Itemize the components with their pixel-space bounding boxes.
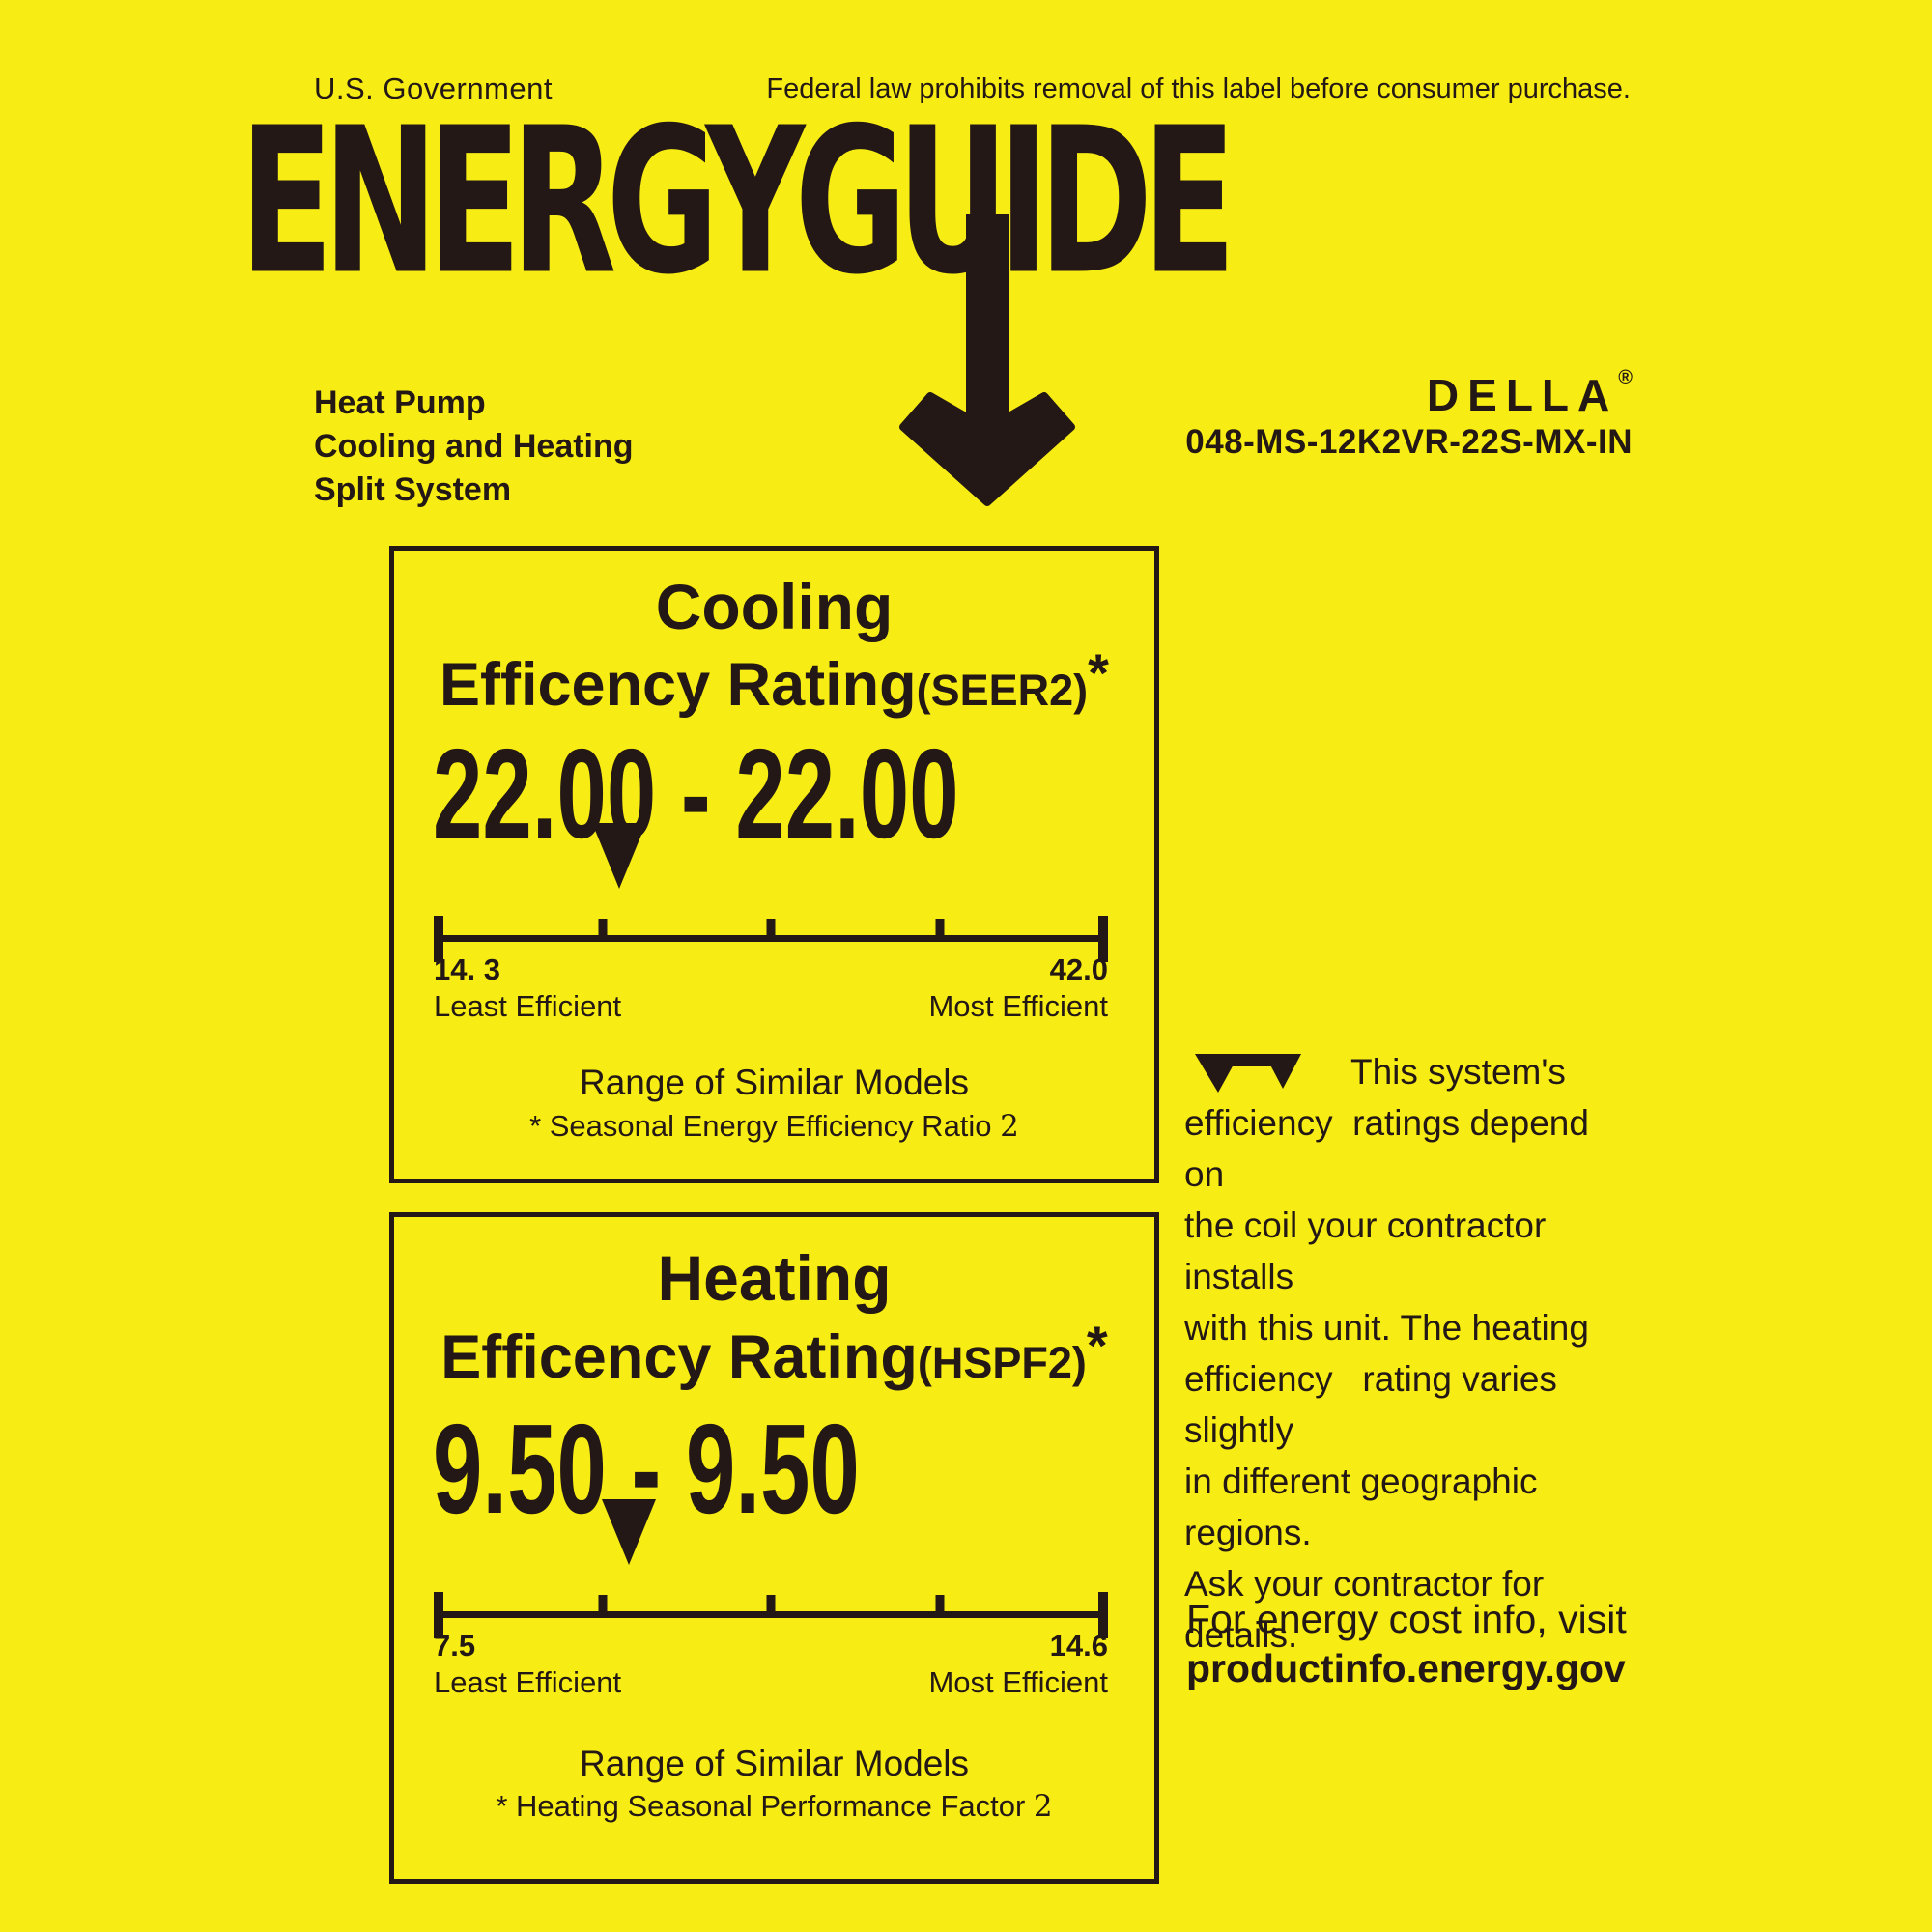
note-line: the coil your contractor installs — [1184, 1206, 1556, 1296]
cooling-scale: 14. 3 42.0 Least Efficient Most Efficien… — [434, 823, 1108, 1023]
range-of-similar-models: Range of Similar Models — [579, 1063, 970, 1102]
scale-tick — [935, 1595, 944, 1611]
scale-min-label: 14. 3 — [434, 952, 500, 986]
rating-label: Efficency Rating — [440, 651, 917, 719]
brand-name: DELLA® — [1426, 367, 1633, 420]
least-efficient-label: Least Efficient — [434, 989, 622, 1023]
scale-min-label: 7.5 — [434, 1629, 476, 1662]
range-of-similar-models: Range of Similar Models — [579, 1744, 970, 1783]
heating-footnote: * Heating Seasonal Performance Factor 2 — [496, 1789, 1053, 1824]
heating-scale: 7.5 14.6 Least Efficient Most Efficient — [434, 1499, 1108, 1699]
scale-endcap — [434, 916, 443, 962]
scale-tick — [598, 919, 607, 935]
product-line: Cooling and Heating — [314, 428, 634, 465]
cooling-title: Cooling — [655, 571, 894, 642]
note-line: Ask your contractor for details. — [1184, 1564, 1554, 1655]
scale-max-label: 14.6 — [1049, 1629, 1108, 1662]
rating-pointer-icon — [602, 1499, 657, 1565]
most-efficient-label: Most Efficient — [928, 989, 1108, 1023]
product-line: Split System — [314, 471, 512, 508]
registered-mark: ® — [1618, 367, 1633, 388]
contractor-note: This system's efficiency ratings depend … — [1184, 1046, 1638, 1661]
rating-label: Efficency Rating — [440, 1323, 918, 1391]
note-line: efficiency rating varies slightly — [1184, 1359, 1577, 1450]
heating-rating-box: Heating Efficency Rating(HSPF2)* 9.50 - … — [389, 1212, 1159, 1884]
scale-endcap — [1098, 1592, 1108, 1638]
down-arrow-icon — [899, 214, 1075, 506]
rating-asterisk: * — [1088, 642, 1109, 703]
scale-tick — [935, 919, 944, 935]
rating-qualifier: (HSPF2) — [917, 1338, 1087, 1387]
federal-law-notice: Federal law prohibits removal of this la… — [766, 73, 1631, 104]
scale-tick — [598, 1595, 607, 1611]
scale-endcap — [1098, 916, 1108, 962]
scale-tick — [766, 1595, 776, 1611]
rating-qualifier: (SEER2) — [916, 666, 1089, 715]
least-efficient-label: Least Efficient — [434, 1665, 622, 1699]
model-number: 048-MS-12K2VR-22S-MX-IN — [1185, 423, 1633, 461]
heating-rating-line: Efficency Rating(HSPF2)* — [394, 1314, 1154, 1392]
scale-max-label: 42.0 — [1049, 952, 1108, 986]
energyguide-logo: ENERGYGUIDE — [240, 84, 1236, 320]
note-line: This system's — [1350, 1052, 1566, 1092]
energy-info-url: productinfo.energy.gov — [1186, 1646, 1626, 1690]
note-line: in different geographic regions. — [1184, 1462, 1558, 1552]
product-description: Heat Pump Cooling and Heating Split Syst… — [314, 382, 634, 512]
most-efficient-label: Most Efficient — [928, 1665, 1108, 1699]
product-line: Heat Pump — [314, 384, 486, 421]
rating-asterisk: * — [1086, 1315, 1108, 1376]
cooling-footnote: * Seasonal Energy Efficiency Ratio 2 — [529, 1109, 1019, 1144]
heating-title: Heating — [657, 1242, 892, 1314]
note-line: efficiency ratings depend on — [1184, 1103, 1600, 1194]
cooling-range-value: 22.00 - 22.00 — [433, 723, 959, 865]
energy-cost-info-text: For energy cost info, visit — [1186, 1597, 1627, 1641]
cooling-rating-line: Efficency Rating(SEER2)* — [394, 641, 1154, 720]
scale-tick — [766, 919, 776, 935]
rating-pointer-icon — [591, 823, 646, 889]
cooling-rating-box: Cooling Efficency Rating(SEER2)* 22.00 -… — [389, 546, 1159, 1183]
scale-endcap — [434, 1592, 443, 1638]
us-government-text: U.S. Government — [314, 71, 553, 105]
note-line: with this unit. The heating — [1184, 1308, 1589, 1348]
range-pointers-icon — [1195, 1054, 1301, 1093]
